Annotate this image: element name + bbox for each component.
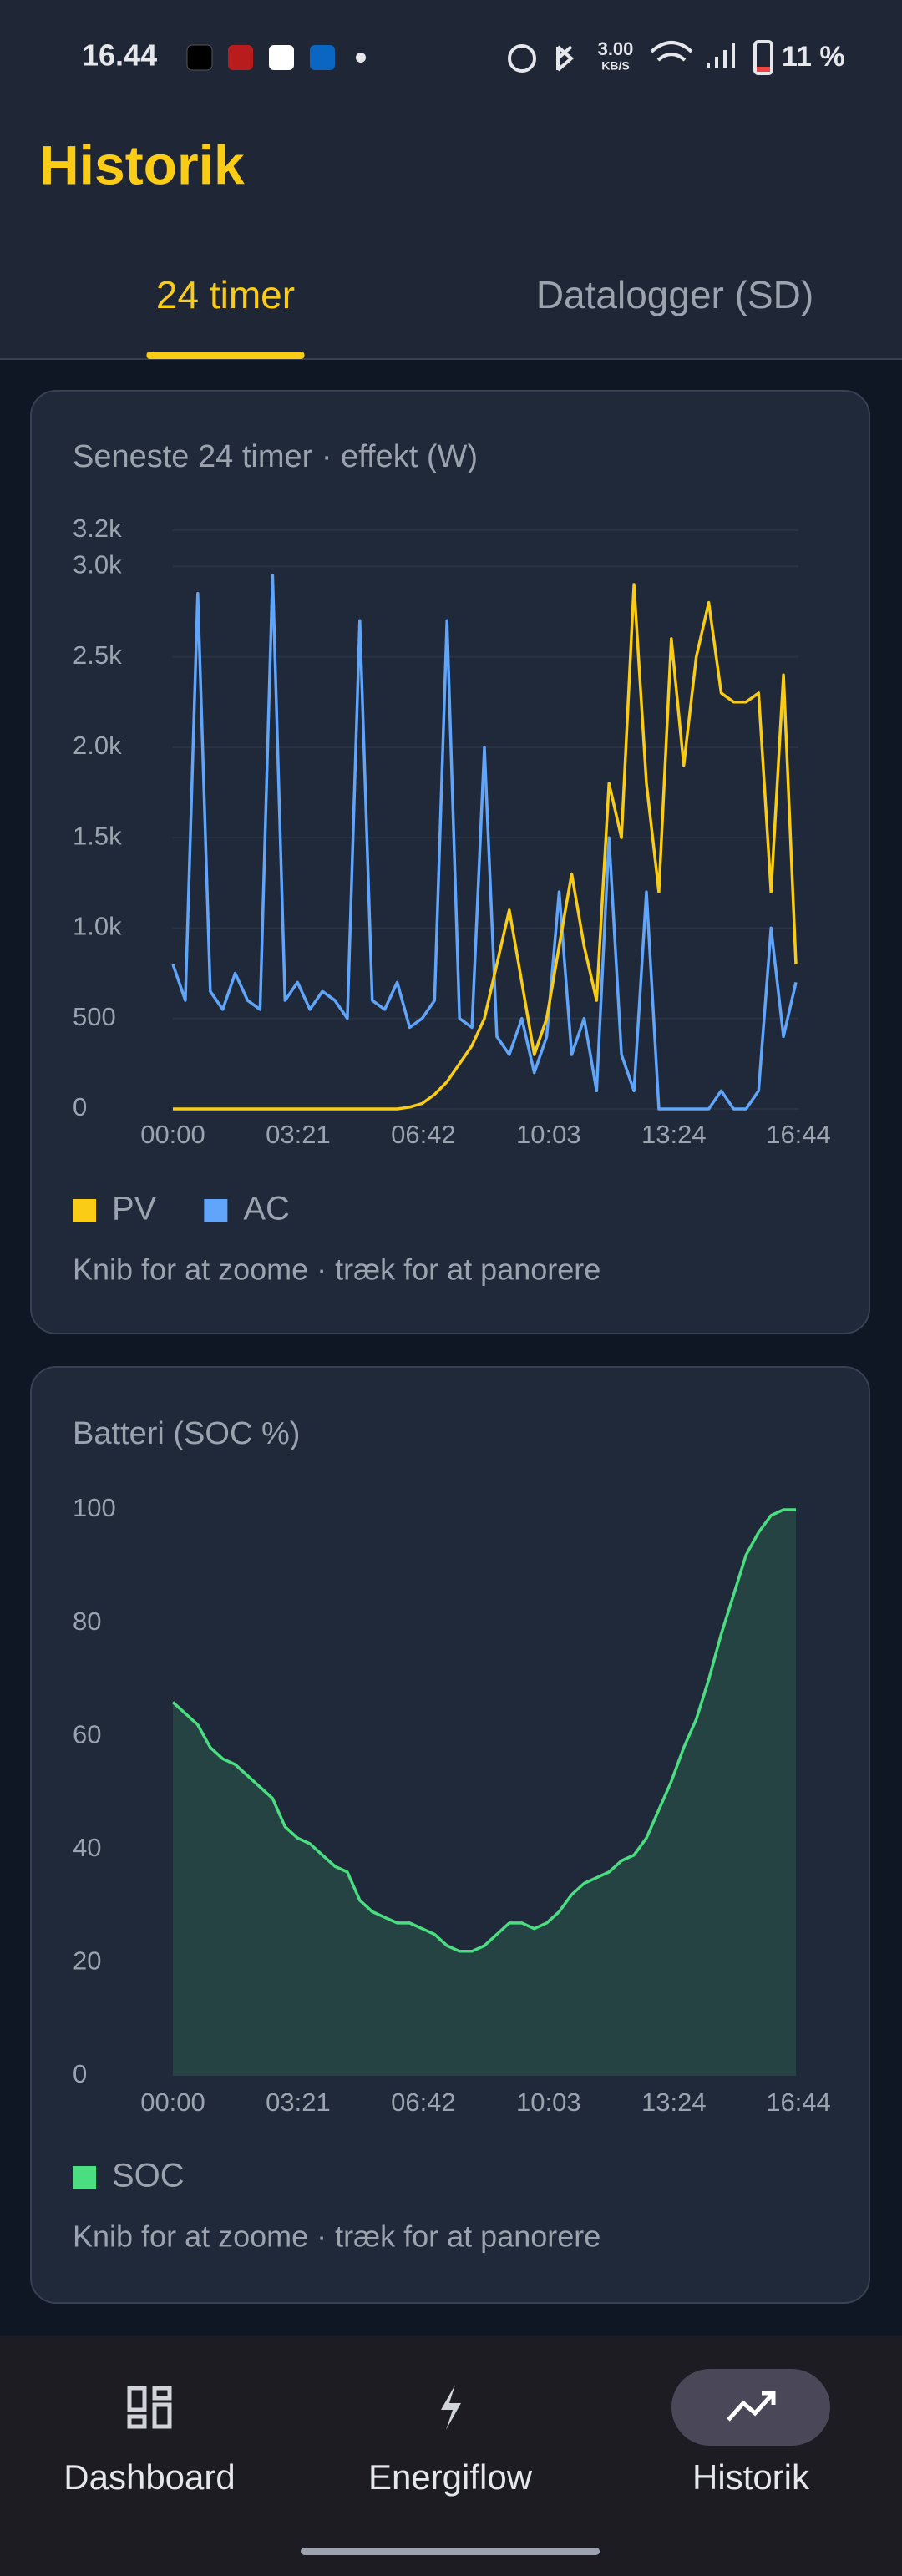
nav-label[interactable]: Dashboard [63,2457,235,2497]
y-tick-label: 3.2k [73,514,122,543]
icon-bluetooth [556,45,575,72]
x-tick-label: 00:00 [140,1120,205,1149]
icon-mail [269,45,294,70]
icon-home [228,45,253,70]
x-tick-label: 03:21 [266,2088,331,2117]
net-unit: KB/S [601,59,629,73]
status-dot [356,53,366,63]
y-tick-label: 500 [73,1002,116,1031]
icon-linkedin [310,45,335,70]
legend-swatch [204,1199,228,1222]
x-tick-label: 13:24 [641,2088,707,2117]
icon-x [186,44,213,71]
legend-label: AC [243,1191,290,1227]
card-title: Seneste 24 timer · effekt (W) [73,439,478,474]
y-tick-label: 1.0k [73,912,122,941]
y-tick-label: 3.0k [73,550,122,579]
icon-dashboard [127,2386,172,2429]
header-bg [0,0,902,358]
x-tick-label: 06:42 [391,1120,456,1149]
y-tick-label: 0 [73,1092,87,1121]
icon-historik [727,2391,776,2422]
y-tick-label: 2.5k [73,640,122,670]
x-tick-label: 16:44 [766,2088,831,2117]
card [30,390,870,1334]
card-title: Batteri (SOC %) [73,1416,300,1451]
tab-indicator [146,352,305,359]
x-tick-label: 10:03 [516,2088,581,2117]
y-tick-label: 20 [73,1946,101,1976]
line [171,1508,796,1953]
chart-hint: Knib for at zoome · træk for at panorere [73,1253,600,1287]
tab-divider [0,358,902,360]
icon-wifi [650,41,693,62]
x-tick-label: 06:42 [391,2088,456,2117]
x-tick-label: 10:03 [516,1120,581,1149]
nav-label[interactable]: Historik [692,2457,810,2497]
legend-swatch [73,1199,96,1222]
battery-level [757,67,770,72]
y-tick-label: 1.5k [73,821,122,850]
home-indicator [301,2548,600,2555]
icon-battery [753,40,773,75]
legend-label: PV [112,1191,157,1227]
legend-label: SOC [112,2158,185,2194]
status-right-icons [508,40,773,75]
chart-hint: Knib for at zoome · træk for at panorere [73,2219,600,2254]
page-title: Historik [39,134,245,195]
x-tick-label: 00:00 [140,2088,205,2117]
icon-energiflow [441,2385,461,2430]
x-tick-label: 13:24 [641,1120,707,1149]
y-tick-label: 100 [73,1493,116,1522]
legend-swatch [73,2166,96,2189]
x-tick-label: 16:44 [766,1120,831,1149]
nav-icons [127,2385,776,2430]
tab[interactable]: Datalogger (SD) [536,273,813,316]
y-tick-label: 40 [73,1833,101,1862]
y-tick-label: 2.0k [73,731,122,760]
nav-label[interactable]: Energiflow [368,2457,533,2497]
x-tick-label: 03:21 [266,1120,331,1149]
tab[interactable]: 24 timer [156,273,295,316]
y-tick-label: 0 [73,2059,87,2088]
y-tick-label: 60 [73,1719,101,1749]
line [173,583,798,1111]
area [173,1510,796,2076]
line [171,574,798,1111]
status-time: 16.44 [82,38,157,73]
y-tick-label: 80 [73,1607,101,1636]
net-speed: 3.00 [598,38,634,59]
icon-alarm [508,44,536,73]
card [30,1366,870,2304]
status-app-icons [186,44,366,71]
battery-text: 11 % [782,41,845,73]
icon-signal [707,43,735,68]
